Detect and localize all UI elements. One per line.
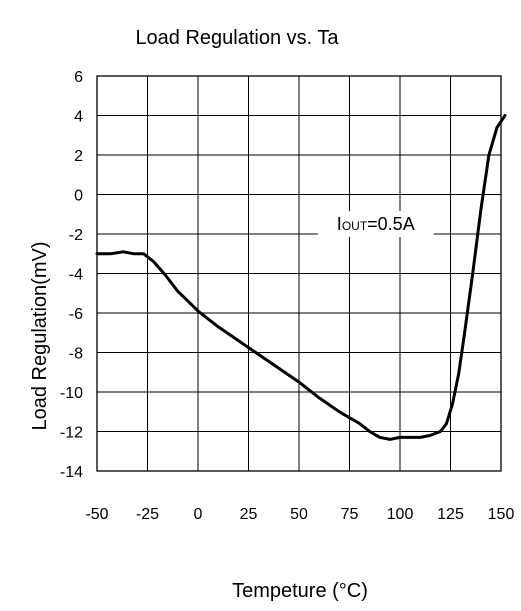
y-axis-ticks: 6 4 2 0 -2 -4 -6 -8 -10 -12 -14 — [60, 69, 83, 481]
x-tick-label: -50 — [85, 506, 108, 523]
x-tick-label: 50 — [290, 506, 308, 523]
x-axis-label: Tempeture (°C) — [232, 580, 368, 602]
annotation-background — [317, 211, 434, 238]
x-tick-label: 150 — [488, 506, 515, 523]
x-tick-label: -25 — [136, 506, 159, 523]
y-tick-label: 2 — [74, 148, 83, 165]
y-axis-label: Load Regulation(mV) — [29, 242, 51, 431]
x-tick-label: 25 — [240, 506, 258, 523]
y-tick-label: -2 — [69, 227, 83, 244]
x-tick-label: 100 — [387, 506, 414, 523]
plot-frame — [96, 75, 502, 472]
x-tick-label: 0 — [194, 506, 203, 523]
series-layer — [95, 114, 507, 441]
y-tick-label: -4 — [69, 267, 83, 284]
annotation-iout: IOUT=0.5A — [337, 214, 415, 234]
y-tick-label: 4 — [74, 109, 83, 126]
y-tick-label: -6 — [69, 306, 83, 323]
grid — [96, 75, 502, 472]
y-tick-label: -10 — [60, 385, 83, 402]
x-tick-label: 75 — [341, 506, 359, 523]
y-tick-label: -12 — [60, 425, 83, 442]
series-line-0 — [95, 114, 507, 441]
x-tick-label: 125 — [437, 506, 464, 523]
y-tick-label: 6 — [74, 69, 83, 86]
y-tick-label: 0 — [74, 188, 83, 205]
x-axis-ticks: -50 -25 0 25 50 75 100 125 150 — [85, 506, 514, 523]
y-tick-label: -8 — [69, 346, 83, 363]
chart-title: Load Regulation vs. Ta — [135, 27, 339, 49]
y-tick-label: -14 — [60, 464, 83, 481]
